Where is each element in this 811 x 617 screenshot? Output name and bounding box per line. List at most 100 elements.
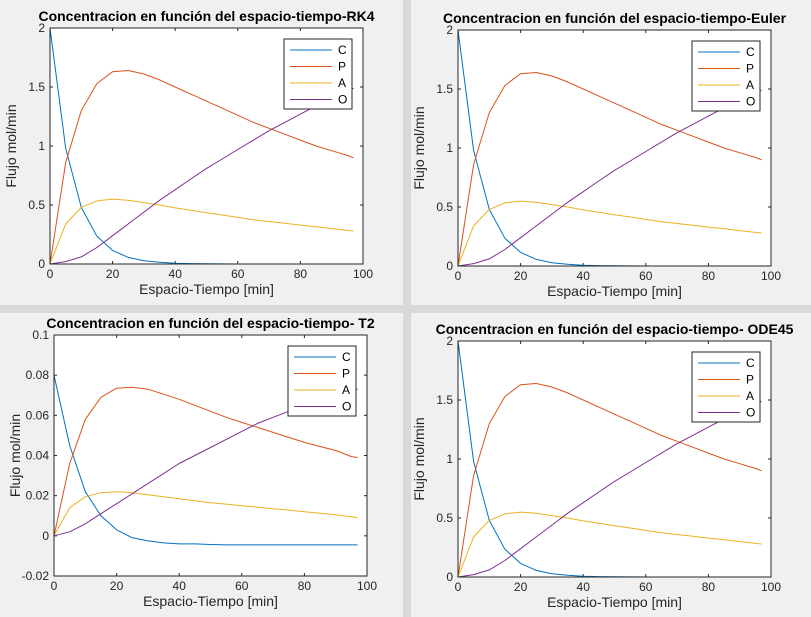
y-tick-label: 0 — [446, 570, 453, 584]
y-tick-label: 0.06 — [26, 408, 50, 422]
series-line-p — [49, 70, 354, 265]
legend-label-p: P — [746, 62, 754, 76]
x-axis-label: Espacio-Tiempo [min] — [139, 281, 274, 297]
legend-label-o: O — [746, 95, 755, 109]
legend-label-c: C — [338, 43, 347, 57]
chart-title: Concentracion en función del espacio-tie… — [436, 321, 794, 337]
series-line-a — [53, 491, 358, 537]
x-tick-label: 0 — [47, 267, 54, 281]
plot-frame — [457, 29, 772, 267]
legend-label-p: P — [342, 367, 350, 381]
y-tick-label: 0.5 — [28, 198, 45, 212]
x-tick-label: 60 — [235, 579, 249, 593]
plot-frame — [457, 340, 772, 578]
series-line-p — [457, 383, 762, 578]
series-line-p — [457, 72, 762, 267]
figure-t2: Concentracion en función del espacio-tie… — [0, 313, 403, 617]
legend-label-o: O — [338, 93, 347, 107]
chart-title: Concentracion en función del espacio-tie… — [46, 315, 374, 331]
series-line-a — [457, 200, 762, 267]
y-tick-label: 0.1 — [32, 328, 49, 342]
y-tick-label: 0.5 — [436, 511, 453, 525]
x-tick-label: 20 — [110, 579, 124, 593]
x-tick-label: 80 — [294, 267, 308, 281]
chart-ode45: Concentracion en función del espacio-tie… — [411, 321, 794, 610]
y-axis-label: Flujo mol/min — [3, 104, 19, 187]
legend-label-a: A — [746, 78, 754, 92]
chart-t2: Concentracion en función del espacio-tie… — [7, 315, 377, 609]
series-line-a — [457, 511, 762, 578]
series-line-c — [53, 375, 358, 546]
y-axis-label: Flujo mol/min — [411, 106, 427, 189]
series-line-a — [49, 198, 354, 265]
plot-frame — [49, 27, 364, 265]
y-tick-label: -0.02 — [22, 569, 50, 583]
y-tick-label: 0.02 — [26, 489, 50, 503]
y-tick-label: 0 — [42, 529, 49, 543]
legend-box — [283, 38, 353, 110]
legend-label-o: O — [746, 406, 755, 420]
y-tick-label: 0.04 — [26, 449, 50, 463]
x-tick-label: 40 — [169, 267, 183, 281]
plot-frame — [53, 334, 368, 577]
figure-euler: Concentracion en función del espacio-tie… — [411, 0, 811, 305]
legend-label-c: C — [342, 350, 351, 364]
legend-box — [691, 351, 761, 423]
y-tick-label: 0.5 — [436, 200, 453, 214]
x-tick-label: 100 — [353, 267, 373, 281]
x-tick-label: 0 — [455, 269, 462, 283]
y-tick-label: 2 — [38, 21, 45, 35]
legend-label-c: C — [746, 356, 755, 370]
y-tick-label: 1 — [38, 139, 45, 153]
y-tick-label: 2 — [446, 23, 453, 37]
legend-label-a: A — [338, 76, 346, 90]
x-tick-label: 80 — [298, 579, 312, 593]
y-axis-label: Flujo mol/min — [7, 414, 23, 497]
x-tick-label: 20 — [514, 269, 528, 283]
x-tick-label: 20 — [106, 267, 120, 281]
legend-label-o: O — [342, 400, 351, 414]
x-tick-label: 60 — [639, 269, 653, 283]
x-tick-label: 60 — [231, 267, 245, 281]
legend-label-p: P — [338, 60, 346, 74]
y-axis-label: Flujo mol/min — [411, 417, 427, 500]
x-tick-label: 60 — [639, 580, 653, 594]
horizontal-divider — [0, 305, 811, 313]
legend-label-p: P — [746, 373, 754, 387]
x-tick-label: 80 — [702, 580, 716, 594]
chart-title: Concentracion en función del espacio-tie… — [443, 10, 787, 26]
y-tick-label: 1.5 — [436, 393, 453, 407]
legend-label-a: A — [746, 389, 754, 403]
series-line-p — [53, 386, 358, 536]
y-tick-label: 1 — [446, 141, 453, 155]
x-tick-label: 100 — [357, 579, 377, 593]
y-tick-label: 1.5 — [28, 80, 45, 94]
figure-ode45: Concentracion en función del espacio-tie… — [411, 313, 811, 617]
chart-title: Concentracion en función del espacio-tie… — [38, 8, 374, 24]
x-tick-label: 0 — [455, 580, 462, 594]
x-tick-label: 100 — [761, 269, 781, 283]
x-tick-label: 20 — [514, 580, 528, 594]
x-tick-label: 0 — [51, 579, 58, 593]
y-tick-label: 1 — [446, 452, 453, 466]
x-tick-label: 40 — [577, 580, 591, 594]
x-axis-label: Espacio-Tiempo [min] — [547, 594, 682, 610]
chart-rk4: Concentracion en función del espacio-tie… — [3, 8, 375, 297]
legend-box — [287, 345, 357, 417]
y-tick-label: 2 — [446, 334, 453, 348]
y-tick-label: 0 — [446, 259, 453, 273]
legend-label-a: A — [342, 383, 350, 397]
x-axis-label: Espacio-Tiempo [min] — [547, 283, 682, 299]
legend-label-c: C — [746, 45, 755, 59]
y-tick-label: 0 — [38, 257, 45, 271]
x-axis-label: Espacio-Tiempo [min] — [143, 593, 278, 609]
y-tick-label: 0.08 — [26, 368, 50, 382]
x-tick-label: 80 — [702, 269, 716, 283]
y-tick-label: 1.5 — [436, 82, 453, 96]
x-tick-label: 100 — [761, 580, 781, 594]
